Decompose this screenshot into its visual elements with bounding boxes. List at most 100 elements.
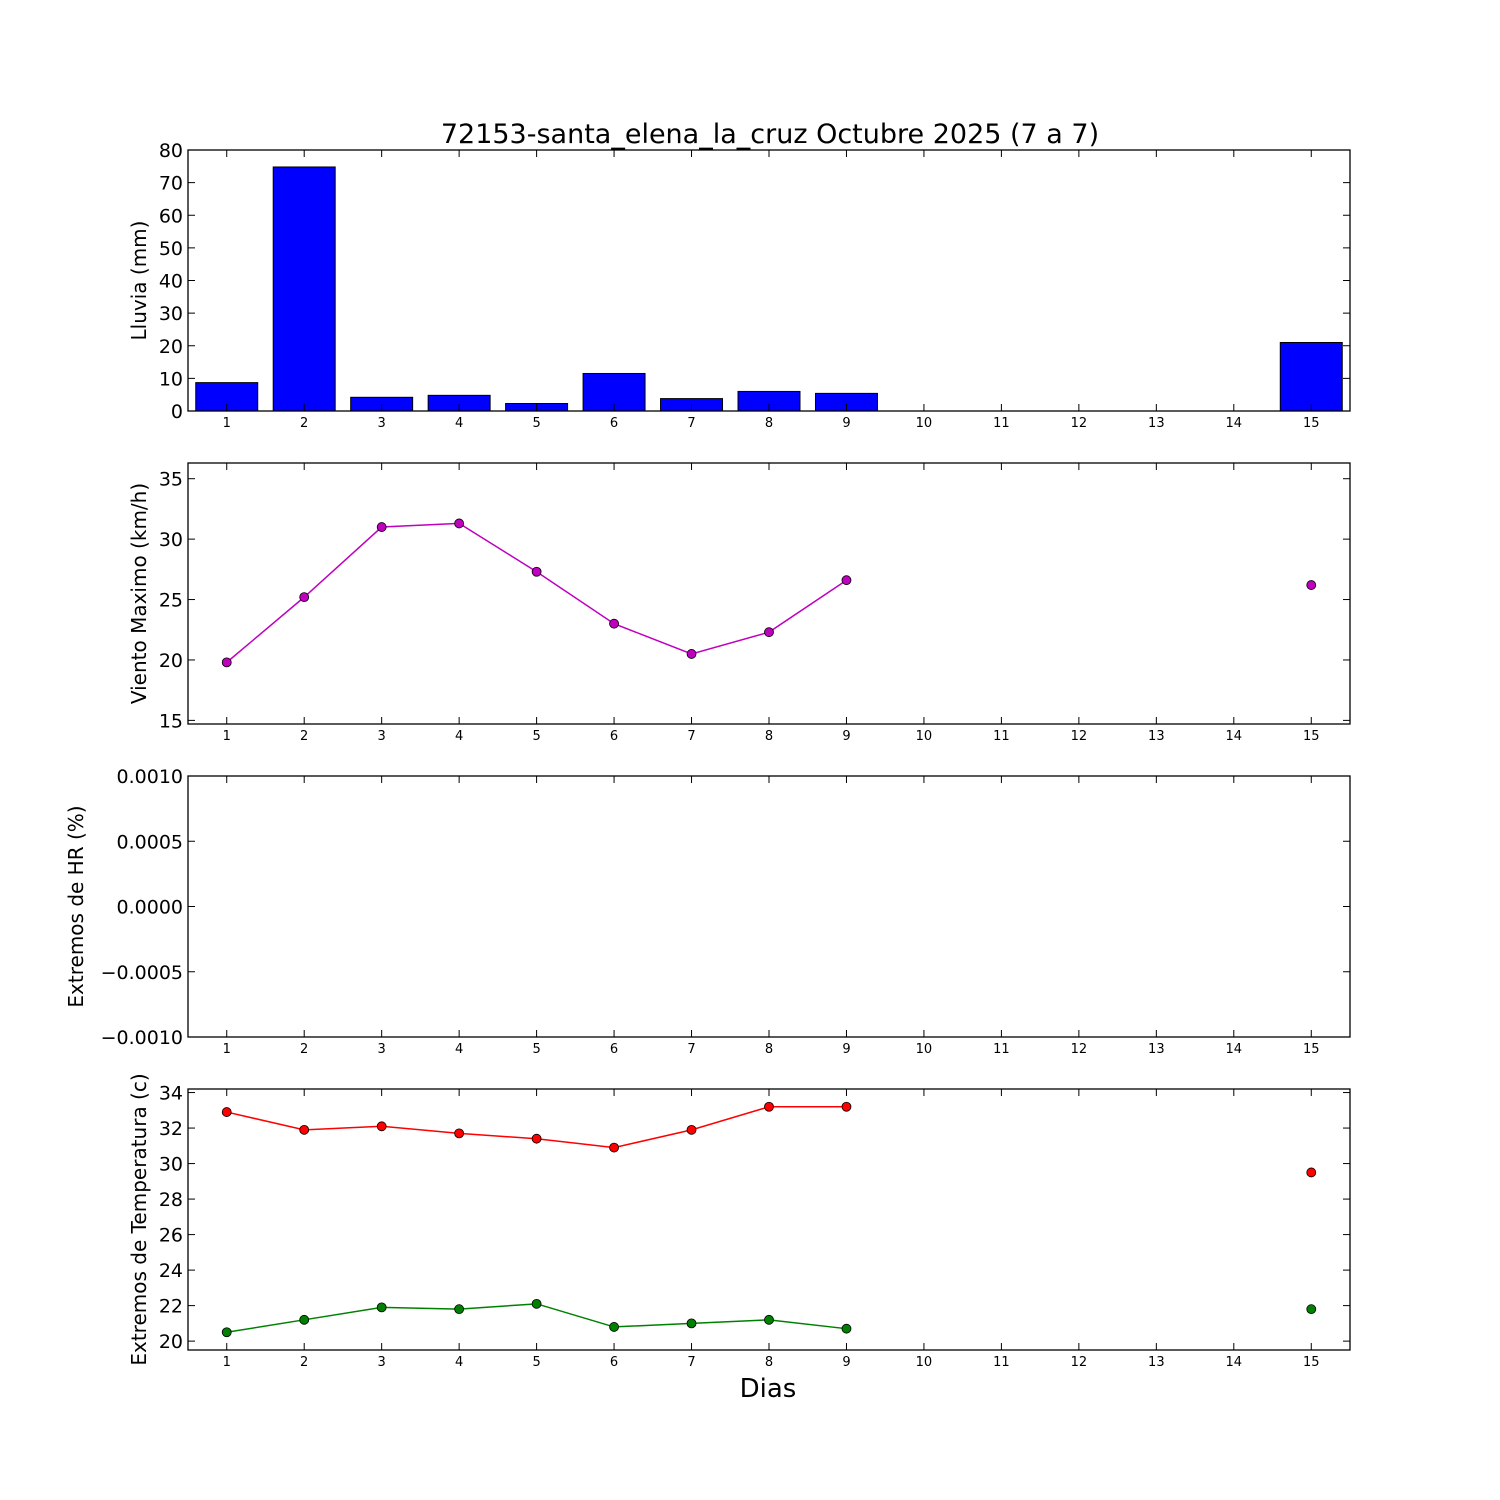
x-tick-label: 7 (687, 416, 695, 431)
x-tick-label: 9 (842, 1355, 850, 1370)
y-tick-label: −0.0010 (101, 1027, 183, 1049)
x-tick-label: 12 (1071, 1042, 1088, 1057)
y-tick-label: 24 (159, 1260, 183, 1282)
lluvia-plot-frame (187, 149, 1351, 412)
y-tick-label: 35 (159, 469, 183, 491)
x-tick-label: 12 (1071, 416, 1088, 431)
y-tick-label: 26 (159, 1225, 183, 1247)
hr-plot-frame (187, 775, 1351, 1038)
x-tick-label: 6 (610, 1355, 618, 1370)
y-tick-label: 40 (159, 271, 183, 293)
temperatura-point-day-8 (764, 1314, 774, 1325)
x-tick-label: 11 (993, 1042, 1010, 1057)
y-tick-label: 30 (159, 303, 183, 325)
x-tick-label: 14 (1226, 1355, 1243, 1370)
viento-point-day-1 (221, 657, 232, 668)
x-tick-label: 4 (455, 416, 463, 431)
x-tick-label: 3 (378, 1042, 386, 1057)
lluvia-y-axis-label: Lluvia (mm) (127, 221, 151, 341)
y-tick-label: 20 (159, 336, 183, 358)
temperatura-point-day-2 (299, 1314, 310, 1325)
temperatura-point-day-15 (1306, 1167, 1317, 1178)
x-tick-label: 14 (1226, 1042, 1243, 1057)
viento-point-day-9 (841, 575, 852, 586)
chart-title: 72153-santa_elena_la_cruz Octubre 2025 (… (441, 119, 1099, 150)
y-tick-label: 30 (159, 529, 183, 551)
temperatura-point-day-4 (454, 1304, 465, 1315)
y-tick-label: −0.0005 (101, 962, 183, 984)
x-tick-label: 13 (1148, 1042, 1165, 1057)
x-tick-label: 10 (916, 1042, 933, 1057)
temperatura-point-day-1 (221, 1107, 232, 1117)
x-tick-label: 8 (765, 729, 773, 744)
x-tick-label: 5 (532, 1042, 540, 1057)
x-tick-label: 2 (300, 1355, 308, 1370)
x-tick-label: 6 (610, 1042, 618, 1057)
x-tick-label: 1 (223, 1355, 231, 1370)
y-tick-label: 0.0005 (117, 831, 183, 853)
temperatura-point-day-5 (531, 1133, 542, 1144)
temperatura-point-day-15 (1306, 1304, 1317, 1315)
y-tick-label: 25 (159, 590, 183, 612)
bar-day-15 (1279, 341, 1343, 412)
y-tick-label: 15 (159, 710, 183, 732)
x-tick-label: 1 (223, 416, 231, 431)
y-tick-label: 60 (159, 205, 183, 227)
temperatura-y-axis-label: Extremos de Temperatura (c) (127, 1073, 151, 1365)
temperatura-point-day-2 (299, 1124, 310, 1135)
x-tick-label: 13 (1148, 1355, 1165, 1370)
x-tick-label: 9 (842, 1042, 850, 1057)
y-tick-label: 28 (159, 1189, 183, 1211)
viento-plot-frame (187, 462, 1351, 725)
x-tick-label: 2 (300, 729, 308, 744)
x-tick-label: 2 (300, 1042, 308, 1057)
x-tick-label: 1 (223, 1042, 231, 1057)
viento-point-day-2 (299, 592, 310, 603)
x-tick-label: 8 (765, 1355, 773, 1370)
y-tick-label: 0 (171, 401, 183, 423)
viento-point-day-8 (764, 627, 774, 638)
x-tick-label: 9 (842, 729, 850, 744)
x-tick-label: 5 (532, 1355, 540, 1370)
y-tick-label: 32 (159, 1118, 183, 1140)
x-tick-label: 7 (687, 1042, 695, 1057)
hr-y-axis-label: Extremos de HR (%) (64, 805, 88, 1007)
bar-day-2 (272, 166, 336, 412)
x-tick-label: 12 (1071, 729, 1088, 744)
x-tick-label: 5 (532, 416, 540, 431)
y-tick-label: 10 (159, 368, 183, 390)
y-tick-label: 30 (159, 1154, 183, 1176)
viento-y-axis-label: Viento Maximo (km/h) (127, 483, 151, 704)
x-tick-label: 13 (1148, 729, 1165, 744)
x-tick-label: 4 (455, 729, 463, 744)
x-tick-label: 15 (1303, 729, 1320, 744)
x-tick-label: 5 (532, 729, 540, 744)
x-tick-label: 11 (993, 1355, 1010, 1370)
temperatura-point-day-6 (609, 1142, 619, 1153)
y-tick-label: 22 (159, 1296, 183, 1318)
x-tick-label: 7 (687, 729, 695, 744)
temperatura-point-day-1 (221, 1327, 232, 1338)
x-tick-label: 8 (765, 1042, 773, 1057)
temperatura-point-day-3 (376, 1302, 387, 1313)
x-tick-label: 6 (610, 729, 618, 744)
viento-point-day-5 (531, 566, 542, 577)
x-tick-label: 6 (610, 416, 618, 431)
x-tick-label: 3 (378, 1355, 386, 1370)
x-tick-label: 7 (687, 1355, 695, 1370)
temperatura-point-day-9 (841, 1101, 852, 1112)
x-tick-label: 14 (1226, 729, 1243, 744)
x-tick-label: 8 (765, 416, 773, 431)
x-tick-label: 2 (300, 416, 308, 431)
x-tick-label: 14 (1226, 416, 1243, 431)
viento-point-day-7 (686, 649, 697, 659)
x-tick-label: 10 (916, 1355, 933, 1370)
x-tick-label: 11 (993, 416, 1010, 431)
temperatura-point-day-6 (609, 1322, 619, 1332)
x-tick-label: 15 (1303, 1355, 1320, 1370)
